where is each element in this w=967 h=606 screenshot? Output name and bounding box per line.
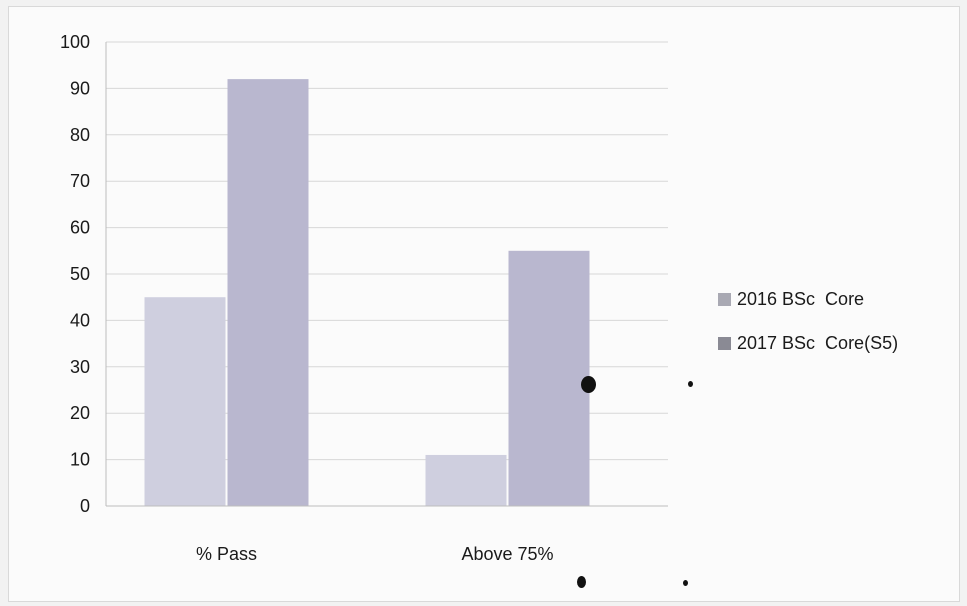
scan-speck — [688, 381, 693, 387]
y-tick-label: 70 — [70, 171, 90, 191]
x-axis-category-labels: % Pass Above 75% — [196, 544, 554, 564]
x-category-label: % Pass — [196, 544, 257, 564]
y-tick-label: 30 — [70, 357, 90, 377]
x-category-label: Above 75% — [461, 544, 553, 564]
legend-item-series-1: 2016 BSc Core — [718, 288, 898, 310]
legend-label-series-1: 2016 BSc Core — [737, 288, 865, 309]
legend-swatch-series-1 — [718, 292, 731, 306]
scan-speck — [683, 580, 688, 586]
y-tick-label: 20 — [70, 403, 90, 423]
y-tick-label: 50 — [70, 264, 90, 284]
legend-swatch-series-2 — [718, 336, 731, 350]
bar-series-1-category-2 — [425, 454, 507, 506]
legend: 2016 BSc Core 2017 BSc Core(S5) — [718, 288, 898, 376]
legend-label-series-2: 2017 BSc Core(S5) — [737, 332, 899, 353]
y-tick-label: 100 — [60, 32, 90, 52]
axes — [105, 42, 668, 507]
legend-item-series-2: 2017 BSc Core(S5) — [718, 332, 898, 354]
y-tick-label: 10 — [70, 450, 90, 470]
bar-series-2-category-2 — [508, 250, 590, 506]
y-tick-label: 40 — [70, 310, 90, 330]
y-tick-label: 0 — [80, 496, 90, 516]
bar-series-1-category-1 — [144, 297, 226, 506]
y-tick-label: 90 — [70, 78, 90, 98]
bars — [144, 79, 590, 507]
y-tick-label: 80 — [70, 125, 90, 145]
scan-speck — [581, 376, 596, 393]
y-axis-tick-labels: 0 10 20 30 40 50 60 70 80 90 100 — [60, 32, 90, 516]
y-tick-label: 60 — [70, 218, 90, 238]
bar-series-2-category-1 — [227, 79, 309, 507]
scan-speck — [577, 576, 586, 588]
